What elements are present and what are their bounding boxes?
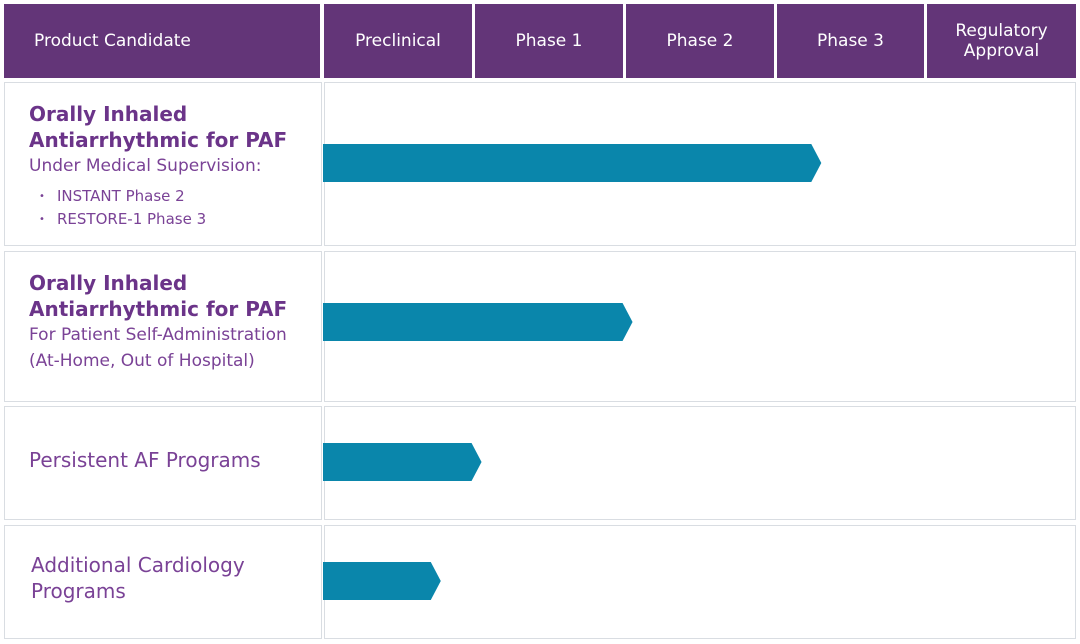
row-3-label: Persistent AF Programs (29, 448, 261, 472)
header-phase-3: Phase 3 (777, 4, 924, 78)
row-3-candidate-cell: Persistent AF Programs (4, 406, 322, 520)
header-preclinical: Preclinical (324, 4, 472, 78)
row-1-bullet-2: RESTORE-1 Phase 3 (29, 208, 321, 231)
row-1-bullet-1: INSTANT Phase 2 (29, 185, 321, 208)
header-regulatory-line2: Approval (963, 41, 1040, 61)
row-2-progress-cell (324, 251, 1076, 402)
header-product-candidate: Product Candidate (4, 4, 320, 78)
row-1-title-line2: Antiarrhythmic for PAF (29, 128, 288, 152)
row-2-subtitle-line1: For Patient Self-Administration (29, 325, 287, 345)
row-4-label-line2: Programs (31, 579, 126, 603)
row-1-progress-cell (324, 82, 1076, 246)
header-regulatory-line1: Regulatory (955, 21, 1048, 41)
row-1-bullets: INSTANT Phase 2 RESTORE-1 Phase 3 (29, 185, 321, 231)
row-2-title-line2: Antiarrhythmic for PAF (29, 297, 288, 321)
header-phase-1: Phase 1 (475, 4, 623, 78)
header-regulatory-approval: Regulatory Approval (927, 4, 1076, 78)
row-1-candidate-cell: Orally Inhaled Antiarrhythmic for PAF Un… (4, 82, 322, 246)
row-4-progress-cell (324, 525, 1076, 639)
row-3-progress-cell (324, 406, 1076, 520)
row-2-candidate-cell: Orally Inhaled Antiarrhythmic for PAF Fo… (4, 251, 322, 402)
row-4-label-line1: Additional Cardiology (31, 553, 245, 577)
row-2-title-line1: Orally Inhaled (29, 271, 188, 295)
row-2-subtitle-line2: (At-Home, Out of Hospital) (29, 351, 255, 371)
row-1-subtitle: Under Medical Supervision: (29, 156, 262, 176)
row-4-candidate-cell: Additional Cardiology Programs (4, 525, 322, 639)
row-1-title-line1: Orally Inhaled (29, 102, 188, 126)
header-phase-2: Phase 2 (626, 4, 774, 78)
